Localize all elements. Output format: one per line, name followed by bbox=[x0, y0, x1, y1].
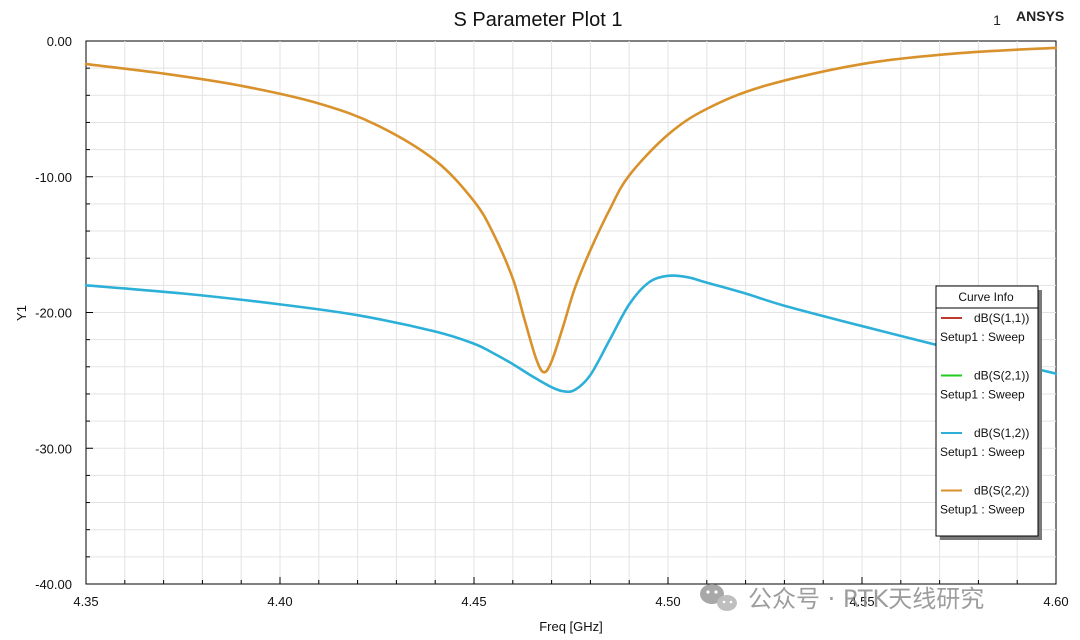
watermark: 公众号 · RTK天线研究 bbox=[700, 584, 984, 613]
chart-title: S Parameter Plot 1 bbox=[454, 9, 623, 31]
tick-labels: 4.35 4.40 4.45 4.50 4.55 4.60 0.00 -10.00 -20.00… bbox=[35, 34, 1069, 609]
marker-label: 1 bbox=[993, 12, 1001, 28]
legend-box bbox=[935, 285, 1039, 537]
y-tick-label: -40.00 bbox=[35, 577, 72, 592]
legend-series-name: dB(S(1,2)) bbox=[974, 426, 1029, 440]
x-tick-label: 4.50 bbox=[655, 594, 680, 609]
legend-series-name: dB(S(2,1)) bbox=[974, 369, 1029, 383]
y-tick-label: -10.00 bbox=[35, 170, 72, 185]
legend-series-setup: Setup1 : Sweep bbox=[940, 503, 1025, 517]
x-axis-label: Freq [GHz] bbox=[539, 619, 603, 634]
legend-series-setup: Setup1 : Sweep bbox=[940, 445, 1025, 459]
y-axis-label: Y1 bbox=[14, 305, 29, 321]
legend-series-name: dB(S(1,1)) bbox=[974, 311, 1029, 325]
legend: Curve Info dB(S(1,1)) Setup1 : Sweep dB(S(… bbox=[935, 285, 1042, 540]
watermark-text: 公众号 · RTK天线研究 bbox=[748, 585, 984, 613]
grid bbox=[85, 40, 1057, 585]
ansys-logo: ANSYS bbox=[1016, 8, 1064, 24]
y-tick-label: -20.00 bbox=[35, 306, 72, 321]
x-tick-label: 4.60 bbox=[1043, 594, 1068, 609]
series-line-db-s-2-2 bbox=[84, 46, 1058, 374]
legend-series-name: dB(S(2,2)) bbox=[974, 484, 1029, 498]
x-tick-label: 4.35 bbox=[73, 594, 98, 609]
y-tick-label: -30.00 bbox=[35, 441, 72, 456]
legend-series-setup: Setup1 : Sweep bbox=[940, 388, 1025, 402]
legend-title: Curve Info bbox=[958, 290, 1014, 304]
x-tick-label: 4.45 bbox=[461, 594, 486, 609]
wechat-icon bbox=[700, 584, 737, 611]
y-tick-label: 0.00 bbox=[47, 34, 72, 49]
x-tick-label: 4.40 bbox=[267, 594, 292, 609]
series-lines bbox=[84, 46, 1058, 394]
legend-series-setup: Setup1 : Sweep bbox=[940, 330, 1025, 344]
x-tick-label: 4.55 bbox=[849, 594, 874, 609]
series-line-db-s-1-2 bbox=[84, 274, 1058, 394]
